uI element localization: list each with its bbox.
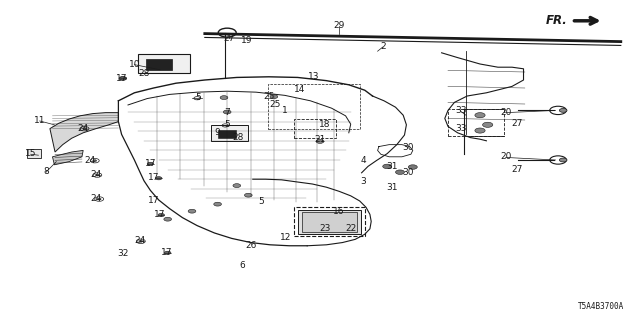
Text: 11: 11 <box>34 116 45 124</box>
Circle shape <box>244 193 252 197</box>
Circle shape <box>270 95 278 99</box>
Text: 17: 17 <box>145 159 156 168</box>
Circle shape <box>475 113 485 118</box>
Bar <box>138 54 190 73</box>
Text: 16: 16 <box>333 207 345 216</box>
Text: 29: 29 <box>333 21 345 30</box>
Text: 25: 25 <box>269 100 281 108</box>
Text: FR.: FR. <box>546 14 568 27</box>
Circle shape <box>93 160 97 162</box>
Text: 20: 20 <box>500 152 511 161</box>
Circle shape <box>95 174 99 176</box>
Circle shape <box>156 177 162 180</box>
Circle shape <box>119 76 127 80</box>
Circle shape <box>483 122 493 127</box>
Text: 5: 5 <box>196 93 201 102</box>
Circle shape <box>408 165 417 169</box>
Text: 19: 19 <box>241 36 252 44</box>
Circle shape <box>158 213 164 217</box>
Text: 26: 26 <box>246 241 257 250</box>
Text: 24: 24 <box>134 236 145 245</box>
Text: 17: 17 <box>116 74 127 83</box>
Bar <box>27 149 41 158</box>
Text: 18: 18 <box>319 120 331 129</box>
Circle shape <box>188 209 196 213</box>
Circle shape <box>139 240 143 242</box>
Circle shape <box>559 158 567 162</box>
Text: 10: 10 <box>129 60 140 68</box>
Text: 15: 15 <box>25 149 36 158</box>
Bar <box>302 212 357 232</box>
Text: 14: 14 <box>294 85 305 94</box>
Text: 5: 5 <box>259 197 264 206</box>
Bar <box>448 109 504 136</box>
Text: 27: 27 <box>511 165 523 174</box>
Circle shape <box>396 170 404 174</box>
Circle shape <box>214 202 221 206</box>
Bar <box>294 207 365 236</box>
Text: 3: 3 <box>361 177 366 186</box>
Circle shape <box>316 140 324 143</box>
Text: 31: 31 <box>386 162 397 171</box>
Text: 17: 17 <box>161 248 172 257</box>
Text: 17: 17 <box>154 210 166 219</box>
Text: 5: 5 <box>225 120 230 129</box>
Circle shape <box>233 184 241 188</box>
Circle shape <box>120 77 126 80</box>
Circle shape <box>147 162 154 165</box>
Text: 4: 4 <box>361 156 366 164</box>
Text: 1: 1 <box>282 106 287 115</box>
Circle shape <box>164 217 172 221</box>
Text: 2: 2 <box>380 42 385 51</box>
Circle shape <box>220 96 228 100</box>
Text: 12: 12 <box>280 233 292 242</box>
Polygon shape <box>50 113 118 152</box>
Text: 32: 32 <box>117 249 129 258</box>
Bar <box>268 84 360 129</box>
Text: 9: 9 <box>215 128 220 137</box>
Circle shape <box>559 108 567 112</box>
Circle shape <box>383 164 392 169</box>
Circle shape <box>223 110 231 114</box>
Text: 6: 6 <box>239 261 244 270</box>
Circle shape <box>83 128 86 130</box>
Text: 13: 13 <box>308 72 319 81</box>
Text: 23: 23 <box>319 224 331 233</box>
Text: 24: 24 <box>84 156 95 164</box>
Text: 27: 27 <box>223 34 235 43</box>
Text: 24: 24 <box>77 124 89 132</box>
Text: 24: 24 <box>90 170 102 179</box>
Text: 27: 27 <box>511 119 523 128</box>
Text: 25: 25 <box>263 92 275 100</box>
Circle shape <box>475 128 485 133</box>
Circle shape <box>97 198 101 200</box>
Text: 8: 8 <box>44 167 49 176</box>
Text: 30: 30 <box>403 143 414 152</box>
Text: 28: 28 <box>138 69 150 78</box>
Text: 17: 17 <box>148 196 159 204</box>
Text: 21: 21 <box>314 135 326 144</box>
Text: 33: 33 <box>455 124 467 132</box>
Polygon shape <box>52 150 83 165</box>
Text: 33: 33 <box>455 106 467 115</box>
Bar <box>298 210 361 234</box>
Text: 22: 22 <box>345 224 356 233</box>
Text: 30: 30 <box>403 168 414 177</box>
Text: 24: 24 <box>90 194 102 203</box>
Bar <box>146 59 172 70</box>
Text: 31: 31 <box>386 183 397 192</box>
Bar <box>211 125 248 141</box>
Text: T5A4B3700A: T5A4B3700A <box>578 302 624 311</box>
Text: 20: 20 <box>500 108 511 116</box>
Text: 28: 28 <box>232 133 244 142</box>
Circle shape <box>164 251 171 254</box>
Bar <box>294 119 336 138</box>
Bar <box>218 130 236 138</box>
Text: 17: 17 <box>148 173 159 182</box>
Text: 7: 7 <box>225 108 230 116</box>
